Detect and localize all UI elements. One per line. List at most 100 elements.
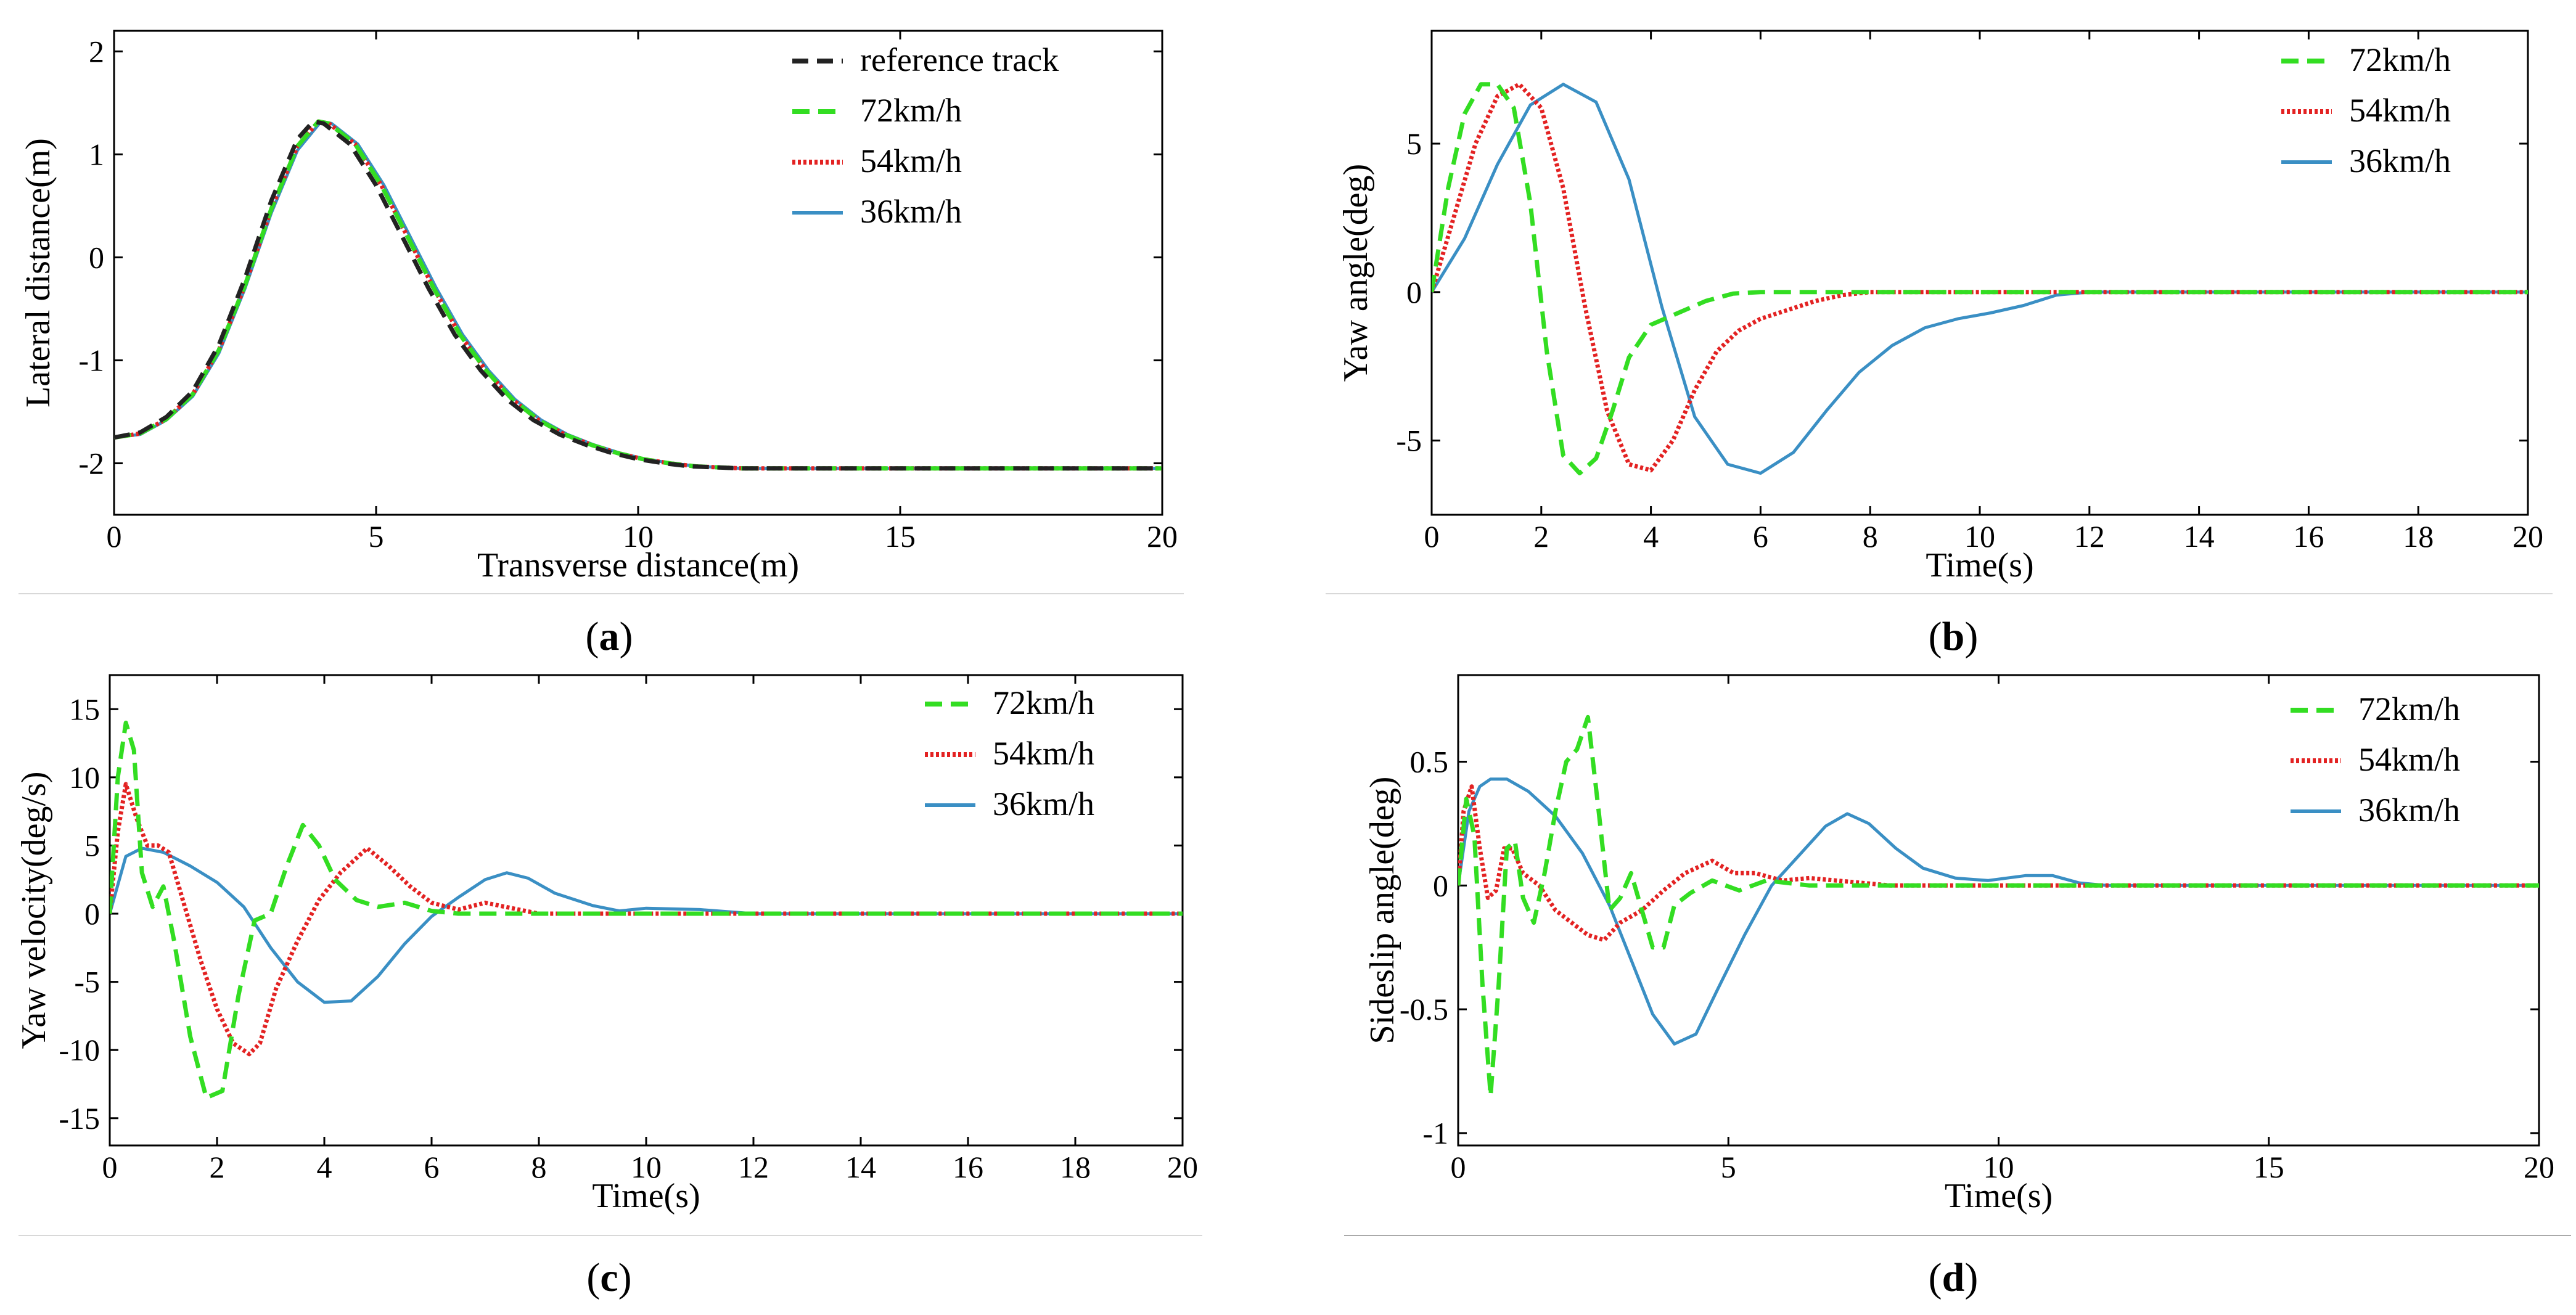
x-tick-label-c: 20 bbox=[1167, 1150, 1198, 1184]
x-tick-label-d: 15 bbox=[2254, 1150, 2284, 1184]
x-axis-label-d: Time(s) bbox=[1945, 1177, 2053, 1215]
y-tick-label-b: -5 bbox=[1396, 424, 1422, 458]
x-tick-label-d: 0 bbox=[1451, 1150, 1466, 1184]
x-tick-label-b: 4 bbox=[1643, 519, 1659, 554]
y-tick-label-b: 5 bbox=[1406, 126, 1422, 161]
separator-b bbox=[1326, 593, 2553, 594]
series-line-v54-d bbox=[1458, 784, 2539, 943]
legend-label-v72-b: 72km/h bbox=[2349, 41, 2451, 78]
caption-a: (a) bbox=[486, 613, 732, 660]
caption-d-open: ( bbox=[1928, 1255, 1942, 1300]
legend-label-v54-a: 54km/h bbox=[860, 142, 962, 179]
chart-c: 0 2 4 6 8 10 12 14 16 18 20 -15 -10 -5 0 5 10 15 Time(s) Ya… bbox=[15, 674, 1198, 1215]
y-tick-label-c: -10 bbox=[59, 1033, 100, 1067]
legend-label-v72-d: 72km/h bbox=[2358, 690, 2460, 727]
x-tick-label-c: 16 bbox=[953, 1150, 983, 1184]
y-tick-label-a: 2 bbox=[89, 34, 104, 68]
caption-c: (c) bbox=[486, 1255, 732, 1301]
legend-label-v72-a: 72km/h bbox=[860, 92, 962, 129]
series-line-v36-c bbox=[110, 846, 1183, 1004]
y-tick-label-c: 10 bbox=[69, 760, 100, 795]
series-line-v54-a bbox=[114, 119, 1162, 471]
x-tick-label-b: 12 bbox=[2074, 519, 2105, 554]
x-tick-label-d: 20 bbox=[2524, 1150, 2554, 1184]
caption-b-open: ( bbox=[1928, 614, 1942, 659]
chart-a: 0 5 10 15 20 -2 -1 0 1 2 Transverse distance(m) Lat… bbox=[19, 30, 1178, 584]
x-tick-label-b: 14 bbox=[2184, 519, 2215, 554]
caption-a-close: ) bbox=[619, 614, 633, 659]
legend-label-v36-c: 36km/h bbox=[993, 785, 1094, 822]
y-tick-label-d: 0 bbox=[1433, 868, 1448, 903]
x-axis-label-c: Time(s) bbox=[592, 1177, 700, 1215]
x-tick-label-d: 5 bbox=[1721, 1150, 1736, 1184]
y-tick-label-b: 0 bbox=[1406, 275, 1422, 309]
x-tick-label-b: 6 bbox=[1753, 519, 1768, 554]
series-line-v36-a bbox=[114, 120, 1162, 470]
x-tick-label-a: 5 bbox=[369, 519, 384, 554]
y-tick-label-c: -15 bbox=[59, 1101, 100, 1136]
y-axis-label-a: Lateral distance(m) bbox=[19, 138, 57, 408]
series-line-v54-c bbox=[110, 782, 1183, 1057]
y-tick-label-a: 1 bbox=[89, 137, 104, 171]
caption-a-open: ( bbox=[585, 614, 599, 659]
chart-d: 0 5 10 15 20 -1 -0.5 0 0.5 Time(s) Sideslip angle(… bbox=[1363, 674, 2554, 1215]
x-tick-label-b: 0 bbox=[1424, 519, 1440, 554]
caption-c-open: ( bbox=[586, 1255, 601, 1300]
x-tick-label-b: 18 bbox=[2403, 519, 2434, 554]
y-tick-label-c: 5 bbox=[84, 828, 100, 862]
legend-label-v54-b: 54km/h bbox=[2349, 92, 2451, 129]
x-tick-label-b: 16 bbox=[2293, 519, 2324, 554]
separator-a bbox=[18, 593, 1184, 594]
y-tick-label-a: -2 bbox=[78, 446, 104, 480]
legend-label-v36-b: 36km/h bbox=[2349, 142, 2451, 179]
caption-d-close: ) bbox=[1964, 1255, 1979, 1300]
y-tick-label-c: 15 bbox=[69, 692, 100, 726]
separator-d bbox=[1344, 1235, 2571, 1236]
series-line-reference-a bbox=[114, 119, 1162, 471]
caption-b-close: ) bbox=[1964, 614, 1979, 659]
legend-label-v54-c: 54km/h bbox=[993, 735, 1094, 772]
series-line-v36-d bbox=[1458, 777, 2539, 1046]
y-tick-label-a: -1 bbox=[78, 343, 104, 377]
y-tick-label-c: 0 bbox=[84, 896, 100, 931]
plot-frame-a bbox=[113, 30, 1163, 516]
x-tick-label-c: 2 bbox=[210, 1150, 225, 1184]
x-tick-label-d: 10 bbox=[1983, 1150, 2014, 1184]
x-tick-label-c: 4 bbox=[317, 1150, 332, 1184]
y-tick-label-a: 0 bbox=[89, 240, 104, 274]
x-tick-label-a: 15 bbox=[885, 519, 916, 554]
y-axis-label-c: Yaw velocity(deg/s) bbox=[15, 771, 53, 1049]
x-axis-label-a: Transverse distance(m) bbox=[477, 546, 799, 584]
y-axis-label-d: Sideslip angle(deg) bbox=[1363, 777, 1401, 1044]
caption-c-close: ) bbox=[618, 1255, 632, 1300]
separator-c bbox=[18, 1235, 1202, 1236]
x-tick-label-a: 20 bbox=[1147, 519, 1178, 554]
caption-b: (b) bbox=[1830, 613, 2077, 660]
x-tick-label-c: 10 bbox=[631, 1150, 662, 1184]
legend-label-v54-d: 54km/h bbox=[2358, 741, 2460, 778]
legend-label-v72-c: 72km/h bbox=[993, 684, 1094, 721]
x-tick-label-c: 12 bbox=[738, 1150, 769, 1184]
y-axis-label-b: Yaw angle(deg) bbox=[1337, 164, 1375, 382]
y-tick-label-d: -0.5 bbox=[1400, 992, 1448, 1026]
legend-label-reference-a: reference track bbox=[860, 41, 1059, 78]
x-tick-label-b: 8 bbox=[1863, 519, 1878, 554]
x-tick-label-b: 10 bbox=[1964, 519, 1995, 554]
chart-b: 0 2 4 6 8 10 12 14 16 18 20 -5 0 5 Time(s) Yaw angle(de… bbox=[1337, 30, 2543, 584]
x-tick-label-c: 0 bbox=[102, 1150, 118, 1184]
series-line-v72-b bbox=[1432, 82, 2528, 476]
legend-label-v36-a: 36km/h bbox=[860, 193, 962, 230]
caption-a-letter: a bbox=[599, 614, 620, 659]
x-axis-label-b: Time(s) bbox=[1926, 546, 2033, 584]
caption-d: (d) bbox=[1830, 1255, 2077, 1301]
x-tick-label-b: 20 bbox=[2512, 519, 2543, 554]
y-tick-label-d: 0.5 bbox=[1410, 745, 1449, 779]
x-tick-label-b: 2 bbox=[1533, 519, 1549, 554]
series-line-v72-a bbox=[114, 119, 1162, 471]
caption-d-letter: d bbox=[1942, 1255, 1965, 1300]
y-tick-label-c: -5 bbox=[74, 965, 100, 999]
y-tick-label-d: -1 bbox=[1422, 1116, 1448, 1150]
caption-b-letter: b bbox=[1942, 614, 1965, 659]
x-tick-label-c: 6 bbox=[424, 1150, 440, 1184]
caption-c-letter: c bbox=[600, 1255, 618, 1300]
